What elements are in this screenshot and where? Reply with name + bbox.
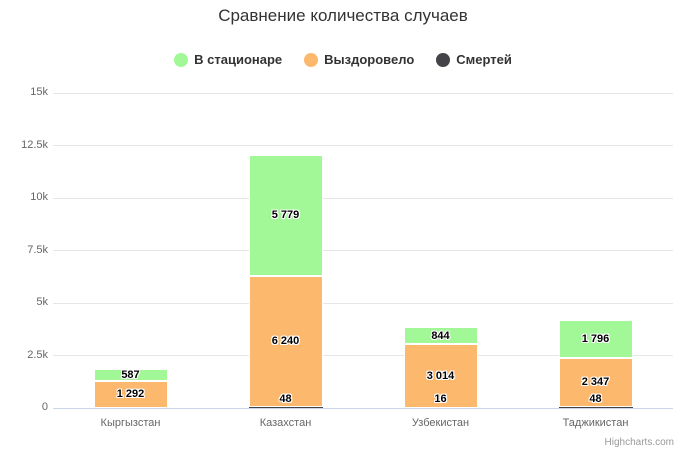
y-axis-label: 2.5k — [27, 348, 48, 361]
bar-segment-выздоровело[interactable] — [93, 380, 168, 408]
data-label: 16 — [434, 393, 447, 405]
legend-item-label: Выздоровело — [324, 52, 415, 67]
x-axis-label: Казахстан — [259, 417, 312, 429]
x-axis-label: Узбекистан — [411, 417, 470, 429]
y-axis-label: 0 — [41, 401, 48, 413]
gridline — [53, 302, 673, 304]
x-axis-label: Таджикистан — [562, 417, 629, 429]
gridline — [53, 92, 673, 94]
legend-item-3[interactable]: Смертей — [436, 52, 512, 67]
bar-segment-смертей[interactable] — [558, 406, 633, 408]
data-label: 2 347 — [581, 376, 610, 389]
gridline — [53, 355, 673, 356]
legend-marker-icon — [174, 52, 189, 67]
bar-segment-в-стационаре[interactable] — [248, 154, 323, 276]
legend-marker-icon — [304, 52, 319, 67]
x-axis-line — [53, 408, 673, 409]
chart-title: Сравнение количества случаев — [218, 6, 468, 25]
y-axis-label: 5k — [36, 296, 48, 308]
bar-segment-в-стационаре[interactable] — [93, 368, 168, 381]
gridline — [53, 250, 673, 251]
legend-item-2[interactable]: Выздоровело — [304, 52, 414, 67]
data-label: 6 240 — [271, 335, 300, 348]
bar-segment-выздоровело[interactable] — [248, 275, 323, 407]
data-label: 5 779 — [271, 209, 300, 222]
gridline — [53, 145, 673, 146]
bar-segment-выздоровело[interactable] — [403, 344, 478, 408]
bar-segment-в-стационаре[interactable] — [558, 319, 633, 358]
data-label: 48 — [589, 393, 602, 405]
bar-segment-смертей[interactable] — [248, 406, 323, 408]
data-label: 48 — [279, 393, 292, 405]
bar-segment-в-стационаре[interactable] — [403, 326, 478, 345]
legend-item-1[interactable]: В стационаре — [174, 52, 282, 67]
x-axis-label: Кыргызстан — [100, 417, 161, 429]
y-axis-label: 7.5k — [27, 243, 48, 256]
legend-item-label: В стационаре — [194, 52, 283, 67]
data-label: 1 292 — [116, 388, 145, 401]
data-label: 587 — [121, 368, 140, 381]
legend-item-label: Смертей — [456, 52, 512, 67]
legend: В стационаре Выздоровело Смертей — [0, 52, 686, 67]
highcharts-credit[interactable]: Highcharts.com — [604, 437, 674, 448]
gridline — [53, 197, 673, 199]
y-axis-label: 15k — [30, 86, 48, 98]
bar-segment-выздоровело[interactable] — [558, 357, 633, 407]
data-label: 1 796 — [581, 332, 610, 345]
y-axis-label: 10k — [30, 191, 48, 203]
y-axis-label: 12.5k — [21, 138, 48, 151]
data-label: 844 — [431, 329, 450, 342]
legend-marker-icon — [436, 52, 451, 67]
data-label: 3 014 — [426, 370, 455, 383]
